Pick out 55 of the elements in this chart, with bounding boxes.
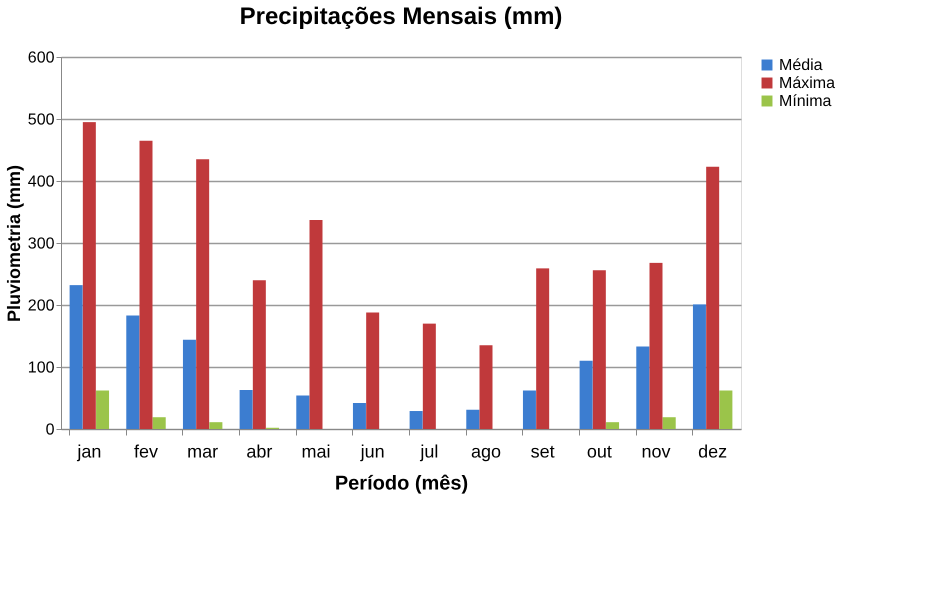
- x-axis-title: Período (mês): [334, 472, 468, 494]
- bar: [96, 390, 110, 429]
- bar: [352, 402, 366, 429]
- bar: [82, 122, 96, 429]
- bar: [182, 340, 196, 429]
- bar: [706, 166, 720, 429]
- bar: [70, 285, 83, 429]
- x-tick-label: set: [530, 442, 555, 462]
- bar: [252, 280, 266, 429]
- x-tick-label: fev: [134, 442, 158, 462]
- bar: [466, 410, 480, 429]
- bar: [606, 422, 620, 429]
- x-tick-label: mar: [187, 442, 218, 462]
- bar: [140, 140, 152, 429]
- bar: [650, 262, 662, 429]
- y-tick-label: 100: [28, 360, 55, 376]
- bar: [209, 422, 222, 429]
- x-tick-label: out: [586, 442, 612, 462]
- bar: [662, 417, 676, 429]
- bar: [296, 396, 310, 429]
- x-tick-label: ago: [470, 442, 502, 462]
- y-tick-label: 0: [46, 422, 55, 438]
- y-tick-label: 400: [28, 174, 55, 190]
- chart-title: Precipitações Mensais (mm): [240, 3, 562, 30]
- legend-label: Média: [779, 57, 823, 74]
- bar: [152, 417, 166, 429]
- bar: [366, 312, 380, 429]
- bar: [196, 159, 210, 429]
- y-tick-label: 300: [28, 236, 55, 252]
- x-tick-label: jul: [419, 442, 438, 462]
- bar: [310, 220, 322, 429]
- bar: [592, 270, 606, 429]
- bar: [410, 411, 423, 429]
- bar: [580, 360, 593, 429]
- x-tick-label: dez: [698, 442, 728, 462]
- x-tick-label: nov: [641, 442, 671, 462]
- bar: [636, 346, 650, 429]
- bar: [719, 390, 732, 429]
- x-tick-label: jan: [76, 442, 102, 462]
- bar: [522, 390, 536, 429]
- x-tick-label: mai: [301, 442, 331, 462]
- legend-label: Máxima: [779, 75, 836, 92]
- bar: [422, 324, 436, 429]
- y-tick-label: 200: [28, 298, 55, 314]
- y-tick-label: 600: [28, 50, 55, 66]
- x-tick-label: abr: [246, 442, 272, 462]
- bar: [692, 304, 706, 429]
- bar: [480, 345, 492, 429]
- legend-label: Mínima: [779, 93, 832, 110]
- bar: [240, 390, 253, 429]
- y-axis-title: Pluviometria (mm): [4, 164, 24, 322]
- y-tick-label: 500: [28, 112, 55, 128]
- bar: [536, 268, 550, 429]
- bar: [126, 316, 140, 429]
- x-tick-label: jun: [360, 442, 385, 462]
